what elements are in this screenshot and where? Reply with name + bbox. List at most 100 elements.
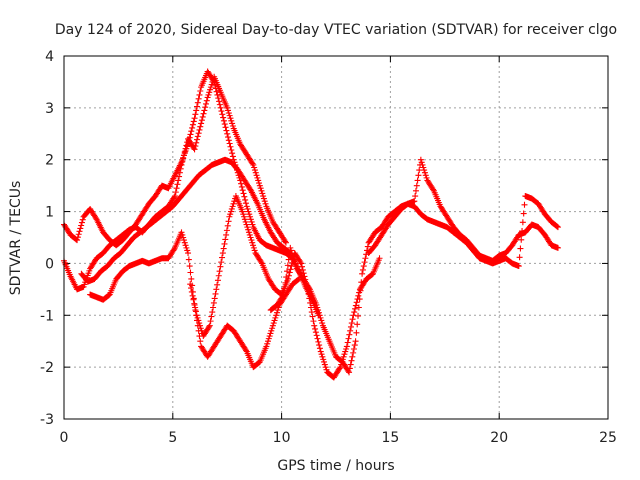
data-point — [191, 146, 198, 153]
data-point — [336, 365, 343, 372]
data-point — [412, 193, 419, 200]
data-point — [229, 203, 236, 210]
data-point — [227, 143, 234, 150]
data-point — [228, 208, 235, 215]
data-point — [190, 118, 197, 125]
data-point — [263, 343, 270, 350]
data-point — [281, 285, 288, 292]
data-point — [343, 343, 350, 350]
data-point — [282, 239, 289, 246]
data-point — [194, 314, 201, 321]
data-point — [270, 320, 277, 327]
data-point — [259, 190, 266, 197]
x-tick-label: 5 — [168, 430, 177, 446]
x-tick-label: 20 — [490, 430, 508, 446]
data-point — [209, 78, 216, 85]
data-point — [190, 296, 197, 303]
data-point — [241, 216, 248, 223]
data-point — [355, 304, 362, 311]
data-point — [248, 237, 255, 244]
data-point — [418, 159, 425, 166]
data-point — [343, 345, 350, 352]
data-point — [202, 104, 209, 111]
data-point — [352, 305, 359, 312]
data-point — [269, 325, 276, 332]
data-point — [174, 181, 181, 188]
data-point — [311, 322, 318, 329]
data-point — [266, 333, 273, 340]
data-point — [226, 140, 233, 147]
data-point — [347, 323, 354, 330]
data-point — [228, 117, 235, 124]
data-point — [521, 201, 528, 208]
data-point — [307, 299, 314, 306]
data-point — [194, 133, 201, 140]
data-point — [291, 257, 298, 264]
data-point — [197, 338, 204, 345]
data-point — [346, 331, 353, 338]
y-tick-label: -1 — [40, 308, 54, 324]
data-point — [243, 221, 250, 228]
data-point — [312, 325, 319, 332]
data-point — [364, 243, 371, 250]
data-point — [274, 307, 281, 314]
data-point — [247, 234, 254, 241]
data-point — [288, 247, 295, 254]
data-point — [222, 124, 229, 131]
data-point — [267, 330, 274, 337]
data-point — [192, 111, 199, 118]
data-point — [262, 200, 269, 207]
data-point — [351, 309, 358, 316]
data-point — [213, 88, 220, 95]
data-point — [240, 190, 247, 197]
data-point — [323, 366, 330, 373]
data-point — [214, 277, 221, 284]
series-prn-track-c — [78, 156, 294, 285]
data-point — [77, 225, 84, 232]
data-point — [184, 247, 191, 254]
data-point — [225, 218, 232, 225]
data-point — [295, 276, 302, 283]
data-point — [171, 194, 178, 201]
data-point — [197, 325, 204, 332]
data-point — [191, 300, 198, 307]
data-point — [194, 103, 201, 110]
data-point — [353, 299, 360, 306]
data-point — [282, 238, 289, 245]
data-point — [183, 244, 190, 251]
data-point — [171, 193, 178, 200]
data-point — [265, 335, 272, 342]
data-point — [207, 86, 214, 93]
data-point — [197, 322, 203, 329]
data-point — [215, 272, 222, 279]
data-point — [285, 256, 292, 263]
data-point — [280, 291, 287, 298]
data-point — [192, 143, 199, 150]
data-point — [252, 169, 259, 176]
data-point — [221, 121, 228, 128]
data-point — [240, 211, 247, 218]
data-point — [319, 320, 326, 327]
data-point — [309, 313, 316, 320]
data-point — [361, 259, 368, 266]
data-point — [250, 242, 257, 249]
data-point — [350, 349, 357, 356]
x-tick-label: 10 — [273, 430, 291, 446]
data-point — [345, 335, 352, 342]
data-point — [223, 127, 230, 134]
data-point — [353, 329, 360, 336]
data-point — [250, 244, 257, 251]
data-point — [306, 285, 313, 292]
data-point — [258, 187, 265, 194]
data-point — [347, 361, 354, 368]
data-point — [178, 229, 185, 236]
data-point — [243, 203, 250, 210]
data-point — [241, 213, 248, 220]
data-point — [354, 321, 361, 328]
data-point — [349, 353, 356, 360]
data-point — [179, 158, 186, 165]
data-point — [223, 231, 230, 238]
y-tick-label: 0 — [45, 256, 54, 272]
y-tick-label: 2 — [45, 153, 54, 169]
